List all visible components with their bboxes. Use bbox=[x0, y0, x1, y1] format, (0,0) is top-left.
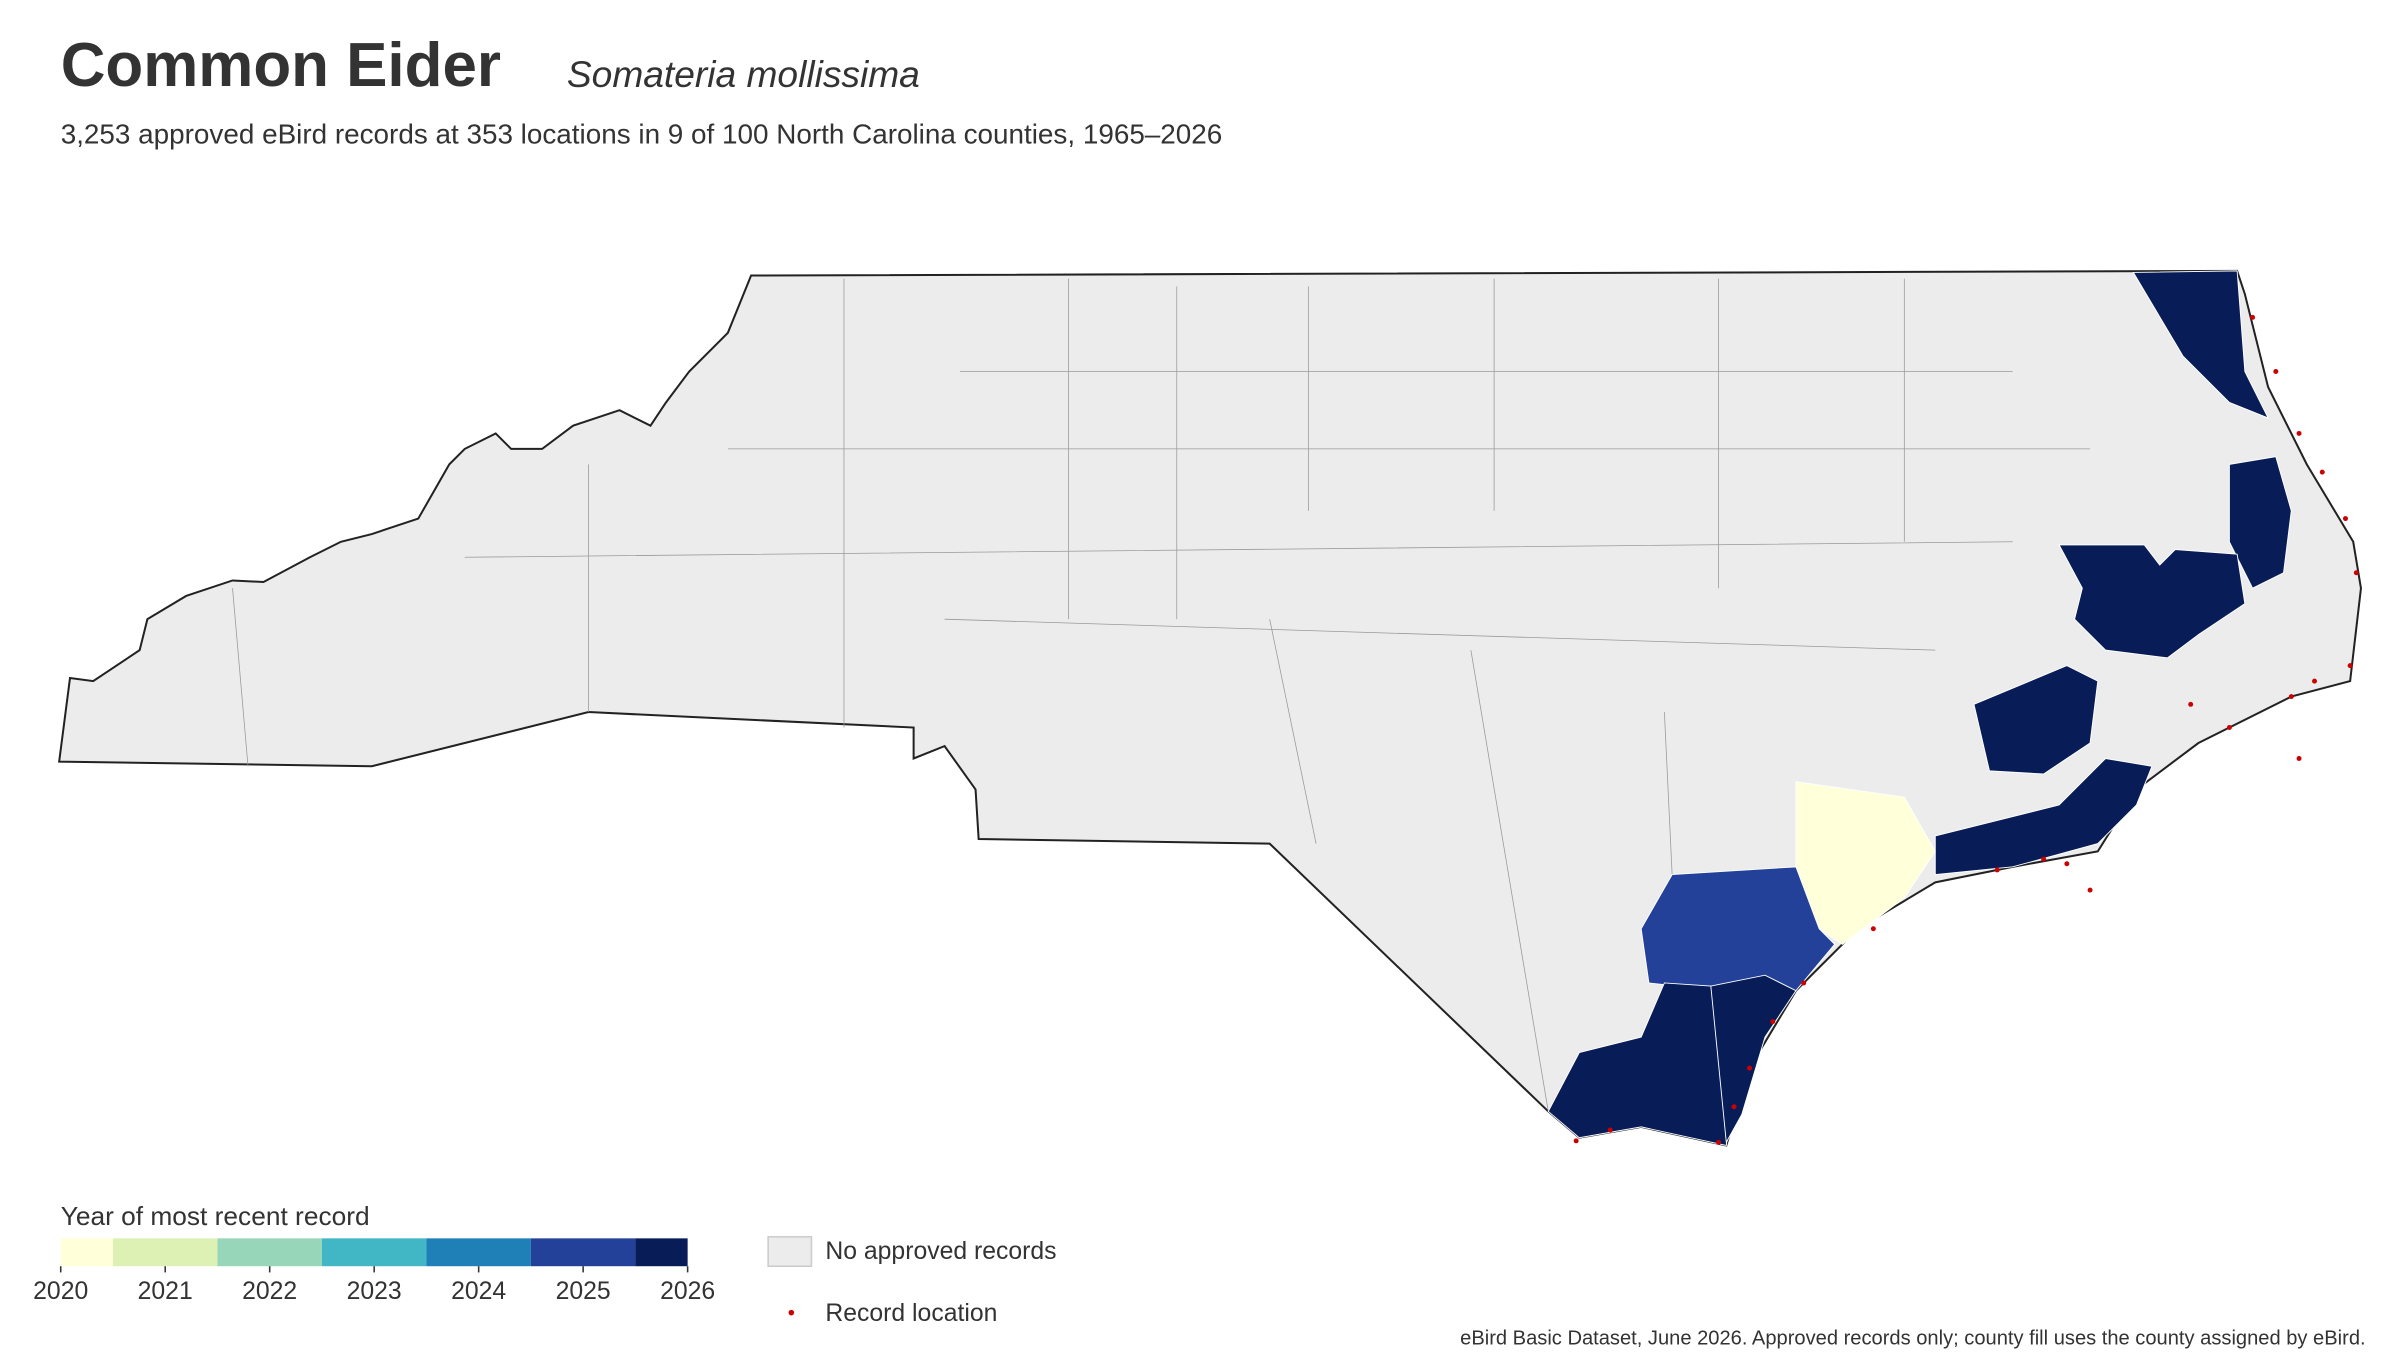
colorbar-tick-label: 2020 bbox=[33, 1278, 88, 1305]
colorbar-segment bbox=[60, 1238, 113, 1267]
colorbar-tick-label: 2022 bbox=[242, 1278, 297, 1305]
title: Common Eider bbox=[61, 31, 501, 100]
source: eBird Basic Dataset, June 2026. Approved… bbox=[1460, 1327, 2365, 1349]
colorbar-tick-label: 2021 bbox=[138, 1278, 193, 1305]
colorbar-segment bbox=[426, 1238, 531, 1267]
colorbar-title: Year of most recent record bbox=[61, 1201, 370, 1231]
colorbar-segment bbox=[530, 1238, 636, 1267]
colorbar-tick-label: 2024 bbox=[451, 1278, 506, 1305]
colorbar-segment bbox=[217, 1238, 322, 1267]
colorbar-tick-label: 2025 bbox=[556, 1278, 611, 1305]
no-records-swatch bbox=[767, 1236, 813, 1267]
no-records-label: No approved records bbox=[825, 1238, 1056, 1265]
colorbar: 2020 2021 2022 2023 2024 2025 2026 bbox=[33, 1238, 715, 1305]
subtitle: 3,253 approved eBird records at 353 loca… bbox=[61, 119, 1223, 150]
filled-counties bbox=[1547, 270, 2292, 1147]
record-swatch bbox=[788, 1309, 795, 1316]
scientific-name: Somateria mollissima bbox=[567, 53, 920, 95]
county-lines bbox=[232, 278, 2091, 1112]
colorbar-segment bbox=[635, 1238, 688, 1267]
colorbar-segment bbox=[112, 1238, 218, 1267]
colorbar-segment bbox=[321, 1238, 427, 1267]
colorbar-tick-label: 2026 bbox=[660, 1278, 715, 1305]
record-dots bbox=[1573, 314, 2359, 1145]
map bbox=[58, 269, 2362, 1147]
record-location-label: Record location bbox=[825, 1300, 997, 1327]
colorbar-tick-label: 2023 bbox=[347, 1278, 402, 1305]
